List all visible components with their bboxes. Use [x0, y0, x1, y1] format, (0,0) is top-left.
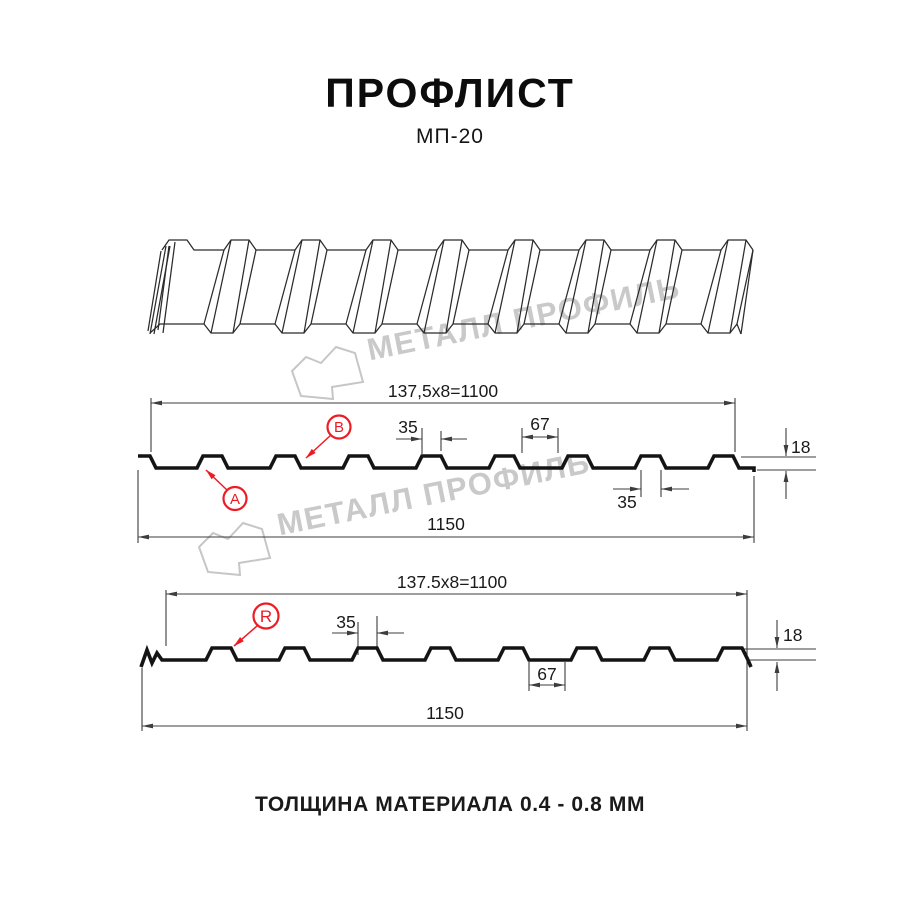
dim-valley-67-top: 67 [530, 414, 549, 434]
sheet-rib-lines [147, 239, 754, 335]
dim-overall-top: 1150 [427, 514, 465, 534]
dim-height-18-bottom: 18 [783, 625, 802, 645]
sheet-3d-view [147, 239, 754, 335]
callout-letter-b: B [334, 419, 344, 436]
dimensions-top-profile: 137,5x8=1100 1150 35 67 35 18 [137, 381, 816, 543]
dim-rib-bottom-35: 35 [617, 492, 636, 512]
dim-pitch-bottom: 137.5x8=1100 [397, 572, 507, 592]
dim-valley-67-bottom: 67 [537, 664, 556, 684]
callout-markers: A B R [205, 414, 352, 647]
dim-height-18-top: 18 [791, 437, 810, 457]
watermark-logo-top [290, 345, 365, 401]
dim-rib-35-bottom: 35 [336, 612, 355, 632]
callout-letter-a: A [230, 491, 240, 508]
dim-rib-top-35: 35 [398, 417, 417, 437]
callout-letter-r: R [260, 607, 272, 626]
dim-pitch-top: 137,5x8=1100 [388, 381, 498, 401]
callout-circle-a [222, 485, 248, 512]
callout-circle-b [326, 414, 352, 440]
footer-note: ТОЛЩИНА МАТЕРИАЛА 0.4 - 0.8 ММ [254, 793, 646, 816]
profile-cross-section-bottom [139, 644, 753, 668]
page-title: ПРОФЛИСТ [325, 70, 575, 116]
sheet-back-edge [161, 239, 754, 251]
dim-overall-bottom: 1150 [426, 703, 464, 723]
dimensions-bottom-profile: 137.5x8=1100 1150 35 67 18 [141, 572, 816, 731]
profile-cross-section-top [138, 454, 756, 472]
callout-circle-r [252, 602, 280, 630]
watermark-logo-bottom [197, 521, 272, 577]
page-subtitle: МП-20 [416, 125, 484, 148]
